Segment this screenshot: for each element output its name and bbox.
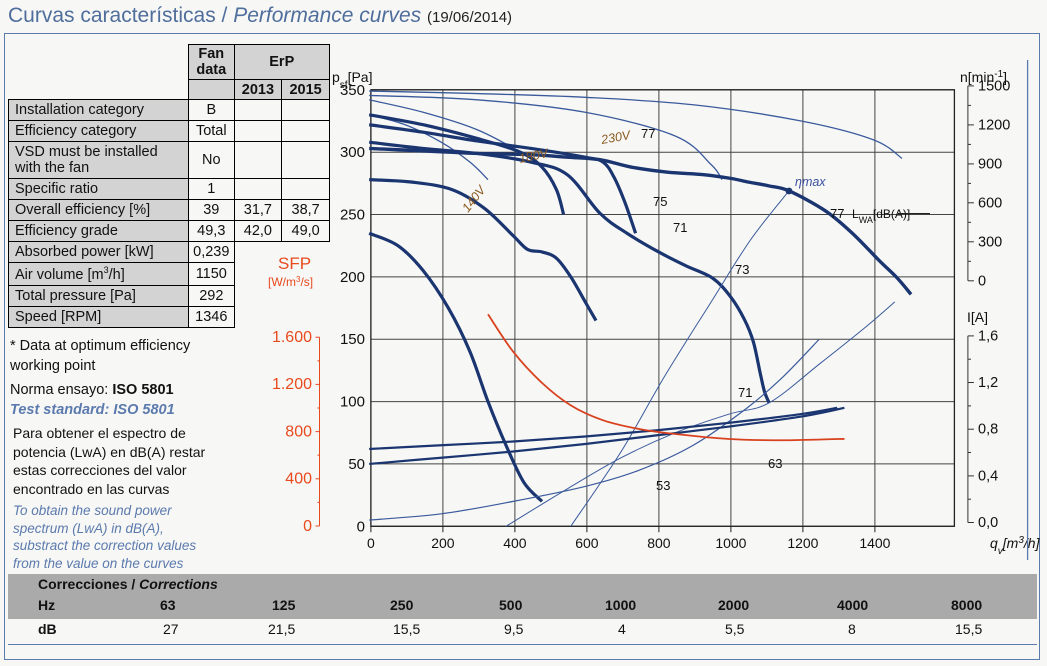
svg-text:400: 400 [285,471,312,488]
svg-text:I[A]: I[A] [967,309,988,325]
svg-text:73: 73 [735,262,749,277]
svg-text:71: 71 [673,220,687,235]
svg-text:800: 800 [285,423,312,440]
svg-text:0: 0 [367,535,375,551]
svg-text:230V: 230V [599,128,633,147]
svg-text:1,2: 1,2 [978,375,998,391]
svg-text:1500: 1500 [978,78,1010,94]
svg-text:1.200: 1.200 [272,376,312,393]
svg-text:63: 63 [768,456,782,471]
svg-text:200: 200 [340,269,365,286]
svg-text:180V: 180V [518,146,551,166]
svg-text:77: 77 [830,206,844,221]
svg-text:50: 50 [348,456,365,473]
svg-text:0: 0 [978,273,986,289]
svg-text:75: 75 [653,194,667,209]
svg-text:0,8: 0,8 [978,422,998,438]
svg-text:1200: 1200 [978,117,1010,133]
svg-text:800: 800 [647,535,671,551]
svg-text:qv[m3/h]: qv[m3/h] [990,535,1041,557]
svg-text:0,4: 0,4 [978,468,998,484]
svg-text:LWA[dB(A)]: LWA[dB(A)] [852,207,910,225]
svg-text:0: 0 [357,518,365,535]
svg-text:1400: 1400 [859,535,890,551]
svg-text:300: 300 [340,144,365,161]
svg-text:0: 0 [303,518,312,535]
svg-text:400: 400 [503,535,527,551]
svg-text:71: 71 [738,385,752,400]
svg-text:900: 900 [978,156,1002,172]
svg-text:600: 600 [978,195,1002,211]
svg-text:1.600: 1.600 [272,329,312,346]
svg-text:1000: 1000 [715,535,746,551]
svg-text:1200: 1200 [787,535,818,551]
svg-text:600: 600 [575,535,599,551]
svg-text:200: 200 [431,535,455,551]
svg-text:250: 250 [340,207,365,224]
svg-text:1,6: 1,6 [978,328,998,344]
svg-text:53: 53 [656,478,670,493]
svg-text:300: 300 [978,234,1002,250]
svg-text:0,0: 0,0 [978,515,998,531]
svg-text:[W/m3/s]: [W/m3/s] [268,275,313,290]
svg-text:ηmax: ηmax [795,175,826,189]
svg-text:350: 350 [340,82,365,99]
svg-text:77: 77 [641,126,655,141]
svg-text:100: 100 [340,394,365,411]
svg-text:SFP: SFP [278,254,311,273]
svg-text:150: 150 [340,331,365,348]
